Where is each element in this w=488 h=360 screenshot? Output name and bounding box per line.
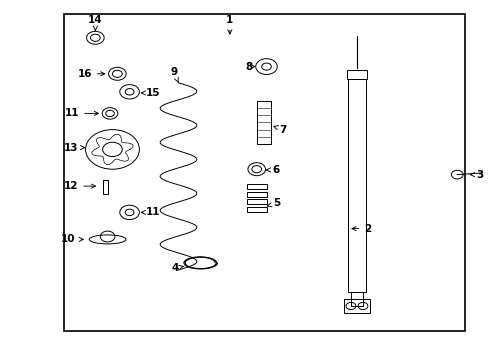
Text: 11: 11 <box>64 108 98 118</box>
Bar <box>350 292 362 306</box>
Bar <box>246 192 266 197</box>
Text: 6: 6 <box>266 165 280 175</box>
Bar <box>344 299 369 313</box>
Text: 5: 5 <box>266 198 280 208</box>
Text: 8: 8 <box>244 62 255 72</box>
Text: 11: 11 <box>141 207 160 217</box>
Text: 1: 1 <box>226 15 233 34</box>
Bar <box>346 70 366 79</box>
Bar <box>102 180 107 194</box>
Text: 13: 13 <box>63 143 84 153</box>
Text: 9: 9 <box>170 67 178 82</box>
Text: 15: 15 <box>141 88 160 98</box>
Text: 4: 4 <box>171 263 183 273</box>
Bar <box>63 14 464 331</box>
Text: 16: 16 <box>77 69 104 79</box>
Text: 3: 3 <box>469 170 483 180</box>
Text: 10: 10 <box>61 234 83 244</box>
Bar <box>246 184 266 189</box>
Text: 14: 14 <box>88 15 102 31</box>
Bar <box>347 79 365 292</box>
Text: 2: 2 <box>351 224 371 234</box>
Text: 12: 12 <box>63 181 95 191</box>
Bar <box>246 199 266 204</box>
Bar <box>246 207 266 212</box>
Bar <box>256 101 271 144</box>
Text: 7: 7 <box>273 125 286 135</box>
